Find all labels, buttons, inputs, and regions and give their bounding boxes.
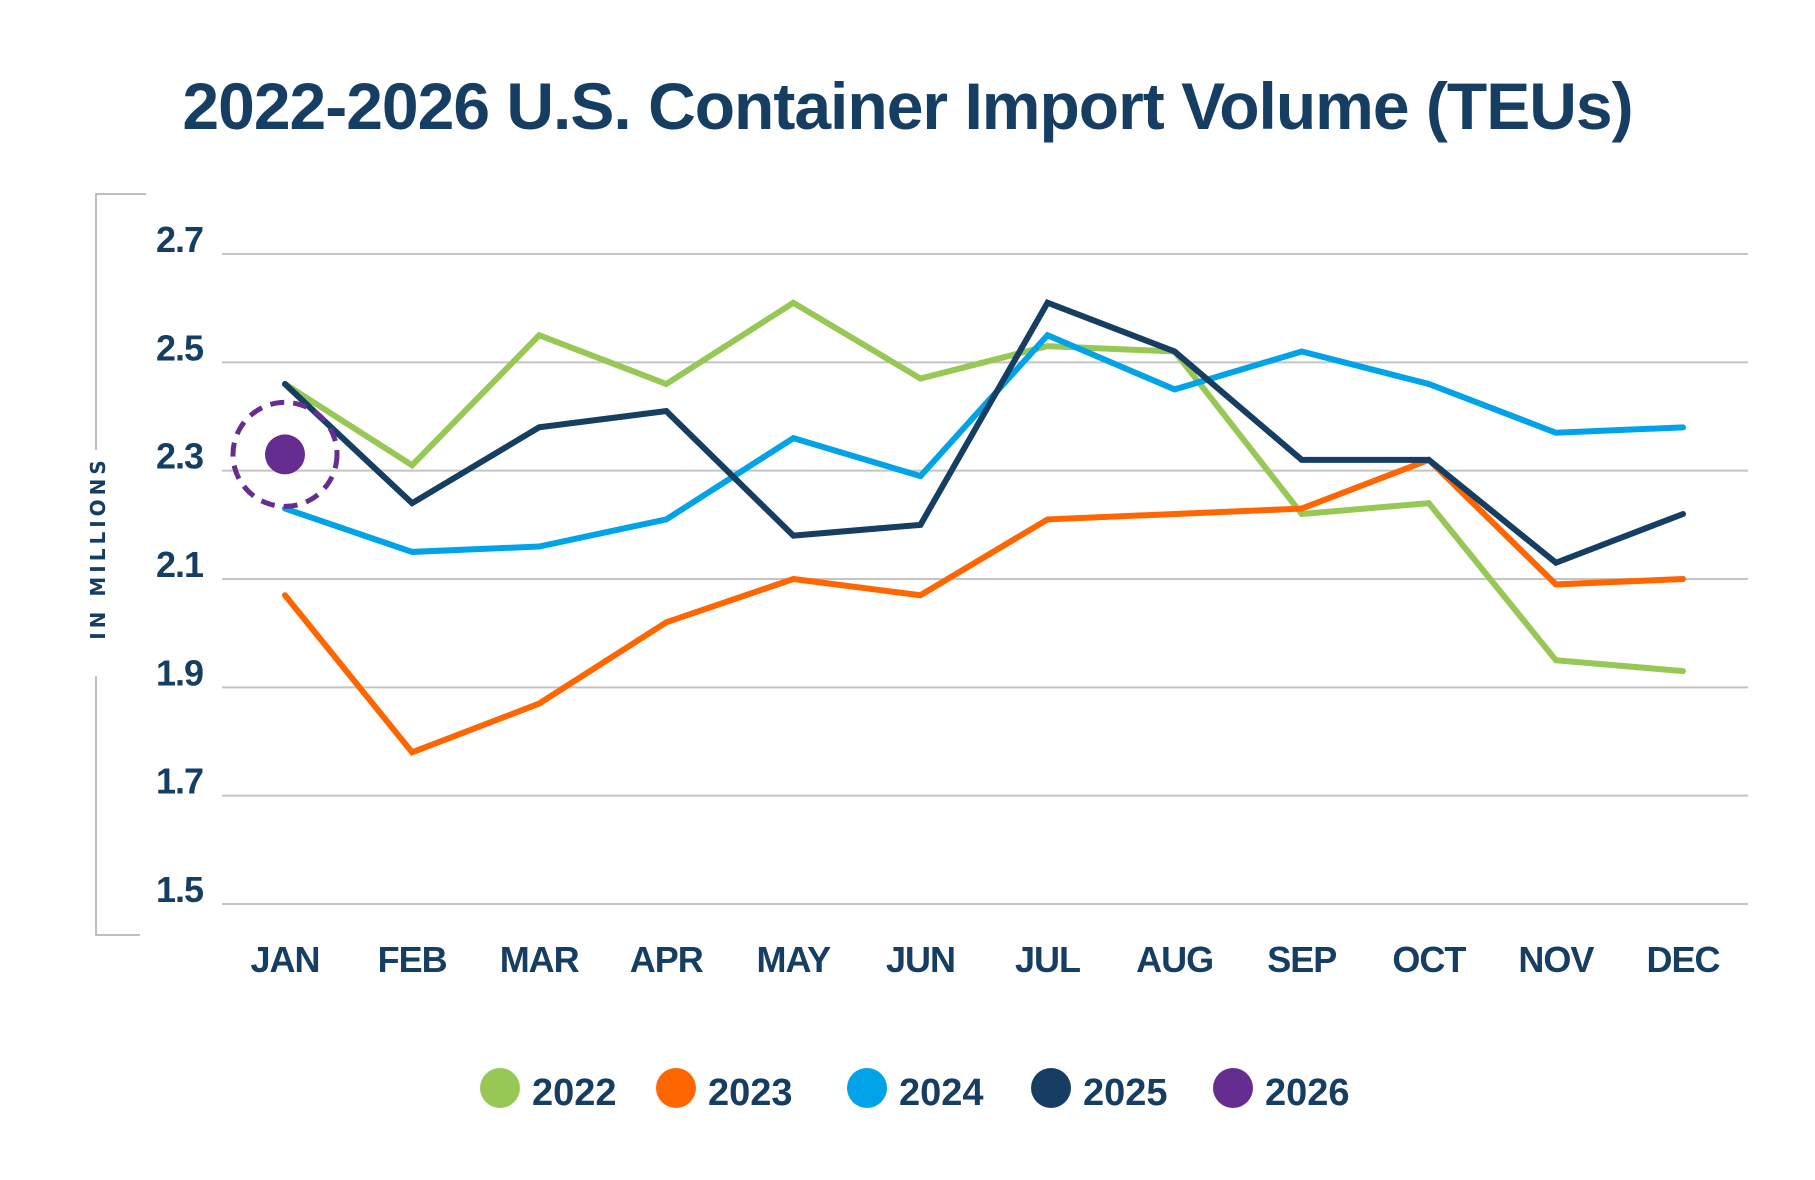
x-tick-label: MAY [757, 939, 832, 980]
y-tick-label: 1.7 [156, 761, 203, 802]
x-tick-label: AUG [1136, 939, 1213, 980]
chart-title: 2022-2026 U.S. Container Import Volume (… [182, 69, 1633, 143]
legend-label-2026: 2026 [1265, 1072, 1350, 1114]
x-tick-label: JUN [886, 939, 955, 980]
data-point-2026 [265, 434, 305, 475]
y-tick-label: 2.5 [156, 327, 204, 368]
legend-marker-2023 [656, 1068, 696, 1108]
legend-label-2024: 2024 [899, 1072, 984, 1114]
axis-bracket [95, 193, 146, 936]
series-line-2022 [282, 299, 1686, 675]
x-tick-label: SEP [1267, 939, 1336, 980]
y-tick-label: 2.3 [156, 436, 203, 477]
legend-label-2023: 2023 [708, 1072, 793, 1114]
legend-label-2025: 2025 [1083, 1072, 1168, 1114]
series-line-2023 [282, 456, 1686, 756]
x-tick-label: MAR [500, 939, 580, 980]
x-tick-label: FEB [378, 939, 447, 980]
legend-label-2022: 2022 [532, 1072, 617, 1114]
y-tick-label: 1.5 [156, 869, 204, 910]
x-tick-label: JUL [1015, 939, 1080, 980]
legend-marker-2025 [1031, 1068, 1071, 1108]
y-tick-label: 2.7 [156, 219, 203, 260]
series-line-2024 [282, 331, 1686, 555]
x-tick-label: JAN [250, 939, 319, 980]
x-tick-label: APR [630, 939, 704, 980]
x-tick-label: NOV [1518, 939, 1594, 980]
x-tick-label: OCT [1392, 939, 1466, 980]
legend-marker-2026 [1213, 1068, 1253, 1108]
y-tick-label: 2.1 [156, 544, 204, 585]
x-tick-label: DEC [1646, 939, 1720, 980]
y-axis-label: IN MILLIONS [86, 456, 110, 640]
legend-marker-2024 [847, 1068, 887, 1108]
legend-marker-2022 [480, 1068, 520, 1108]
series-line-2025 [282, 299, 1686, 567]
y-tick-label: 1.9 [156, 652, 203, 693]
highlight-ring [230, 399, 340, 509]
